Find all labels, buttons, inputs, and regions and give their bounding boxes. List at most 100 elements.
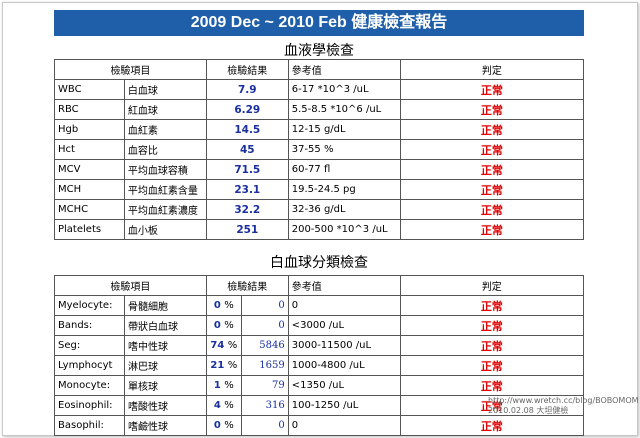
test-percent: 4 % [205,395,242,416]
test-count: 0 [240,315,289,336]
percent-value: 0 [213,300,221,311]
test-code: MCHC [54,199,125,220]
test-name: 血容比 [123,139,207,160]
test-result: 32.2 [205,199,289,220]
test-reference: 60-77 fl [287,159,401,180]
test-status: 正常 [399,159,585,180]
percent-value: 0 [213,320,221,331]
test-reference: 37-55 % [287,139,401,160]
test-code: MCV [54,159,125,180]
table-row: MCHC 平均血紅素濃度 32.2 32-36 g/dL 正常 [54,199,585,220]
watermark-url: http://www.wretch.cc/blog/BOBOMOM [488,396,639,405]
header-item: 檢驗項目 [54,59,207,80]
test-code: Platelets [54,219,125,240]
percent-value: 0 [213,420,221,431]
header-result: 檢驗結果 [205,275,289,296]
test-code: Basophil: [54,415,125,436]
test-result: 14.5 [205,119,289,140]
test-count: 0 [240,295,289,316]
test-percent: 0 % [205,315,242,336]
test-code: Bands: [54,315,125,336]
blood-table: 檢驗項目 檢驗結果 參考值 判定 WBC 白血球 7.9 6-17 *10^3 /uL… [54,59,585,240]
test-code: Hct [54,139,125,160]
test-reference: 0 [287,295,401,316]
test-status: 正常 [399,199,585,220]
test-status: 正常 [399,355,585,376]
table-row: Bands: 帶狀白血球 0 % 0 <3000 /uL 正常 [54,315,585,336]
test-name: 嗜中性球 [123,335,207,356]
test-status: 正常 [399,139,585,160]
percent-value: 1 [213,380,221,391]
percent-unit: % [224,400,234,411]
test-name: 平均血紅素濃度 [123,199,207,220]
test-reference: 19.5-24.5 pg [287,179,401,200]
test-code: Eosinophil: [54,395,125,416]
table-row: Basophil: 嗜鹼性球 0 % 0 0 正常 [54,415,585,436]
test-reference: 0 [287,415,401,436]
table-row: Myelocyte: 骨髓細胞 0 % 0 0 正常 [54,295,585,316]
test-status: 正常 [399,375,585,396]
test-reference: 12-15 g/dL [287,119,401,140]
test-name: 骨髓細胞 [123,295,207,316]
test-percent: 21 % [205,355,242,376]
test-name: 淋巴球 [123,355,207,376]
test-reference: 100-1250 /uL [287,395,401,416]
percent-unit: % [224,320,234,331]
test-code: Myelocyte: [54,295,125,316]
header-reference: 參考值 [287,59,401,80]
test-reference: 200-500 *10^3 /uL [287,219,401,240]
watermark: http://www.wretch.cc/blog/BOBOMOM 2010.0… [488,396,639,416]
test-code: RBC [54,99,125,120]
test-result: 23.1 [205,179,289,200]
test-code: Hgb [54,119,125,140]
test-count: 0 [240,415,289,436]
report-title: 2009 Dec ~ 2010 Feb 健康檢查報告 [54,10,584,36]
test-status: 正常 [399,315,585,336]
watermark-caption: 2010.02.08 大坦健檢 [488,406,569,415]
test-status: 正常 [399,219,585,240]
table-row: RBC 紅血球 6.29 5.5-8.5 *10^6 /uL 正常 [54,99,585,120]
table-row: Hgb 血紅素 14.5 12-15 g/dL 正常 [54,119,585,140]
test-name: 帶狀白血球 [123,315,207,336]
test-result: 71.5 [205,159,289,180]
test-name: 平均血紅素含量 [123,179,207,200]
test-reference: <1350 /uL [287,375,401,396]
test-name: 平均血球容積 [123,159,207,180]
test-reference: 32-36 g/dL [287,199,401,220]
test-status: 正常 [399,295,585,316]
wbc-diff-table: 檢驗項目 檢驗結果 參考值 判定 Myelocyte: 骨髓細胞 0 % 0 0 正常 Ba… [54,275,585,436]
test-percent: 0 % [205,415,242,436]
table-row: Platelets 血小板 251 200-500 *10^3 /uL 正常 [54,219,585,240]
test-reference: 1000-4800 /uL [287,355,401,376]
header-result: 檢驗結果 [205,59,289,80]
test-percent: 1 % [205,375,242,396]
table-row: Hct 血容比 45 37-55 % 正常 [54,139,585,160]
test-reference: 3000-11500 /uL [287,335,401,356]
test-result: 7.9 [205,79,289,100]
table-row: WBC 白血球 7.9 6-17 *10^3 /uL 正常 [54,79,585,100]
test-code: Lymphocyt [54,355,125,376]
table-row: Seg: 嗜中性球 74 % 5846 3000-11500 /uL 正常 [54,335,585,356]
test-reference: <3000 /uL [287,315,401,336]
header-judgement: 判定 [399,59,585,80]
percent-unit: % [224,420,234,431]
test-status: 正常 [399,415,585,436]
header-judgement: 判定 [399,275,585,296]
percent-value: 21 [210,360,225,371]
test-count: 79 [240,375,289,396]
test-name: 白血球 [123,79,207,100]
test-name: 嗜酸性球 [123,395,207,416]
test-code: Monocyte: [54,375,125,396]
table-row: Lymphocyt 淋巴球 21 % 1659 1000-4800 /uL 正常 [54,355,585,376]
wbc-diff-section-title: 白血球分類檢查 [270,255,368,271]
test-result: 6.29 [205,99,289,120]
percent-unit: % [224,380,234,391]
blood-table-header: 檢驗項目 檢驗結果 參考值 判定 [54,59,585,80]
table-row: MCV 平均血球容積 71.5 60-77 fl 正常 [54,159,585,180]
test-status: 正常 [399,79,585,100]
test-reference: 6-17 *10^3 /uL [287,79,401,100]
test-status: 正常 [399,99,585,120]
table-row: MCH 平均血紅素含量 23.1 19.5-24.5 pg 正常 [54,179,585,200]
percent-value: 4 [213,400,221,411]
test-name: 嗜鹼性球 [123,415,207,436]
